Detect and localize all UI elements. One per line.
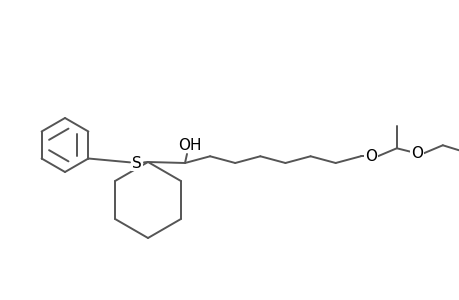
Text: OH: OH: [178, 137, 202, 152]
Text: O: O: [410, 146, 422, 161]
Text: S: S: [132, 155, 141, 170]
Text: O: O: [364, 149, 376, 164]
